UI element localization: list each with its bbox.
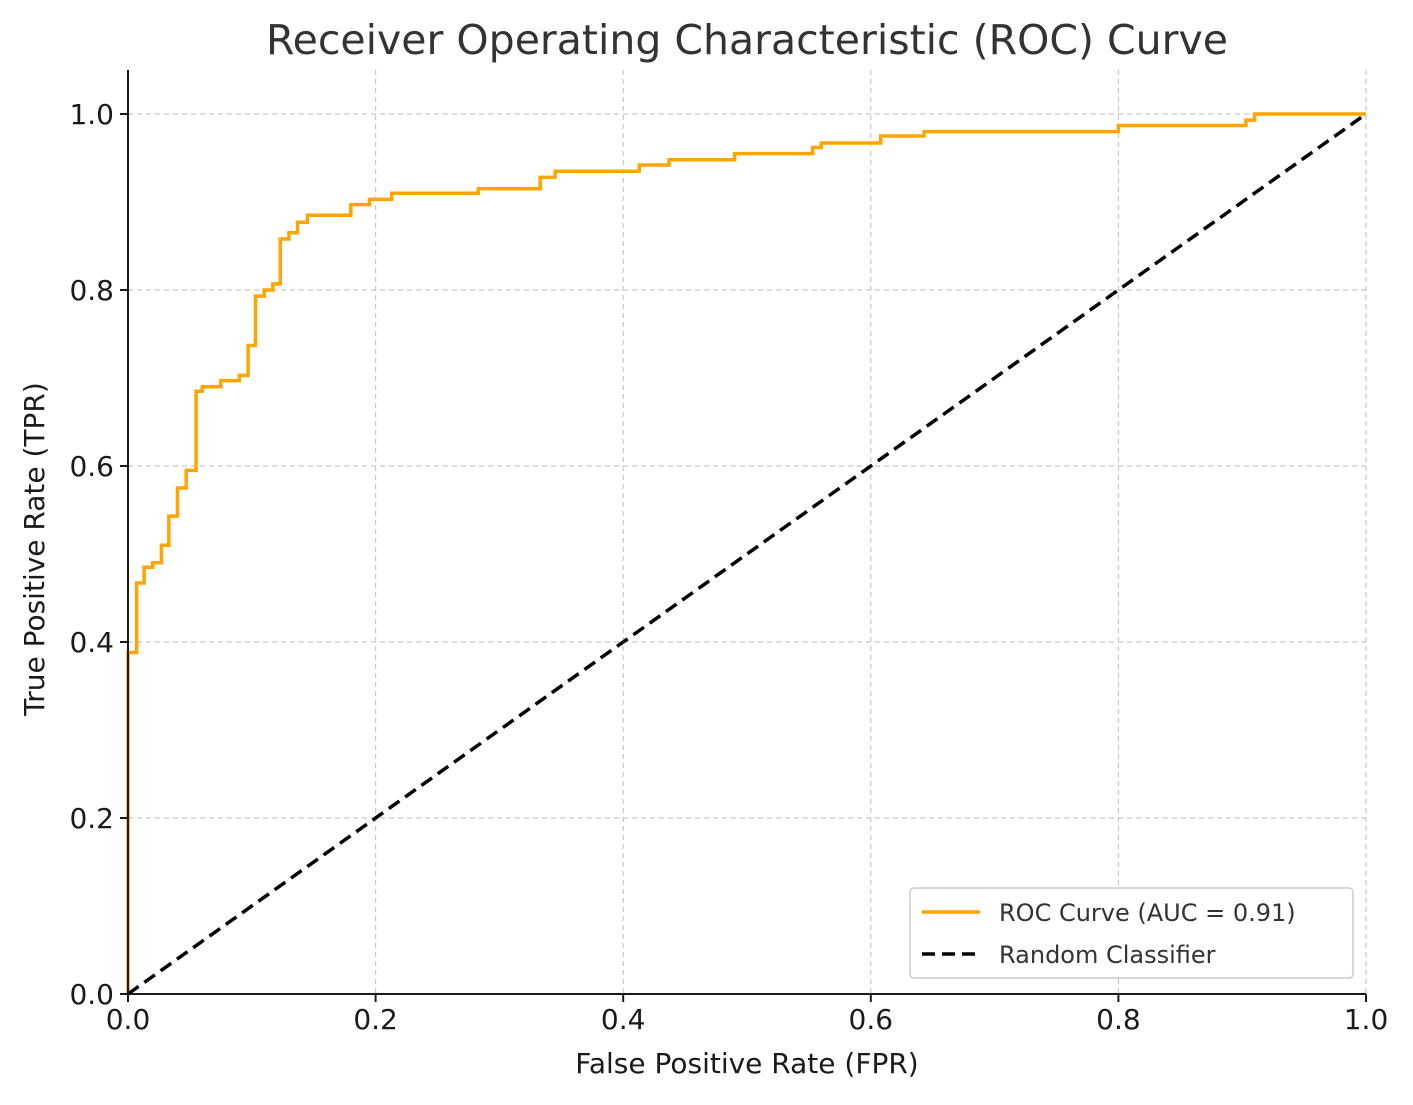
y-axis-label: True Positive Rate (TPR) [18, 382, 51, 717]
x-tick-label: 0.6 [849, 1003, 894, 1036]
chart-title: Receiver Operating Characteristic (ROC) … [266, 16, 1228, 64]
y-tick-label: 0.2 [69, 802, 114, 835]
y-tick-label: 0.8 [69, 274, 114, 307]
x-axis-label: False Positive Rate (FPR) [575, 1047, 918, 1080]
tick-labels: 0.0 0.2 0.4 0.6 0.8 1.0 0.0 0.2 0.4 0.6 0.8 1.0 [69, 98, 1388, 1036]
y-tick-label: 0.6 [69, 450, 114, 483]
x-tick-label: 0.0 [106, 1003, 151, 1036]
y-tick-label: 0.0 [69, 978, 114, 1011]
grid [128, 70, 1367, 994]
x-tick-label: 0.2 [353, 1003, 398, 1036]
y-tick-label: 0.4 [69, 626, 114, 659]
x-tick-label: 1.0 [1344, 1003, 1389, 1036]
y-tick-label: 1.0 [69, 98, 114, 131]
x-tick-label: 0.8 [1096, 1003, 1141, 1036]
axes [127, 70, 1366, 995]
legend-box [909, 887, 1354, 979]
roc-curve-line [126, 112, 1366, 994]
legend-label-roc: ROC Curve (AUC = 0.91) [999, 899, 1296, 927]
legend-label-random: Random Classifier [999, 941, 1216, 969]
random-classifier-line [126, 112, 1368, 996]
x-tick-label: 0.4 [601, 1003, 646, 1036]
series-layer [126, 112, 1368, 996]
legend: ROC Curve (AUC = 0.91) Random Classifier [909, 887, 1354, 979]
